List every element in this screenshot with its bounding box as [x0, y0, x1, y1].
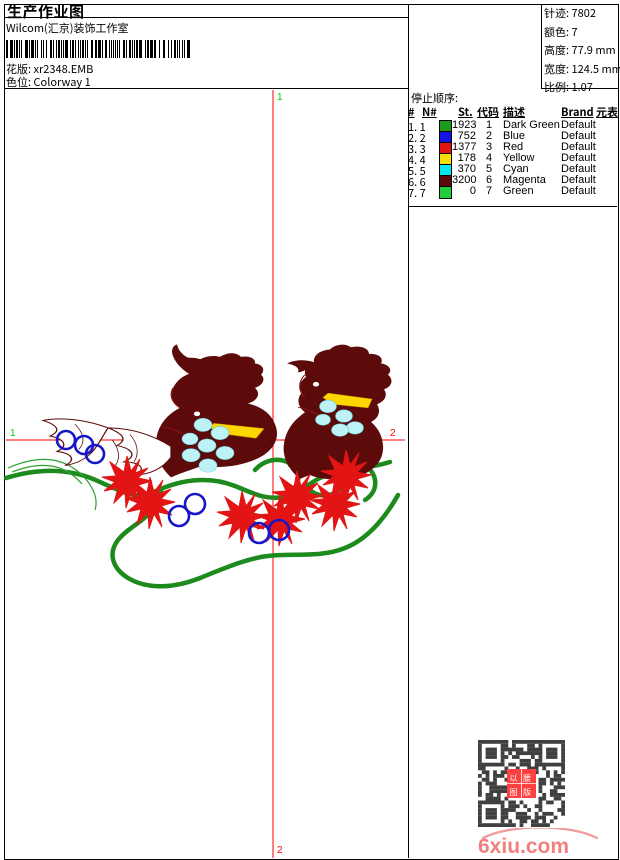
- svg-text:6xiu.com: 6xiu.com: [478, 835, 569, 856]
- svg-text:图: 图: [510, 787, 518, 798]
- svg-text:2: 2: [390, 428, 396, 439]
- svg-text:1: 1: [277, 92, 283, 103]
- svg-text:腰: 腰: [523, 773, 531, 784]
- svg-text:版: 版: [523, 787, 531, 798]
- svg-text:2: 2: [277, 845, 283, 856]
- svg-text:1: 1: [10, 428, 16, 439]
- svg-text:以: 以: [510, 773, 518, 784]
